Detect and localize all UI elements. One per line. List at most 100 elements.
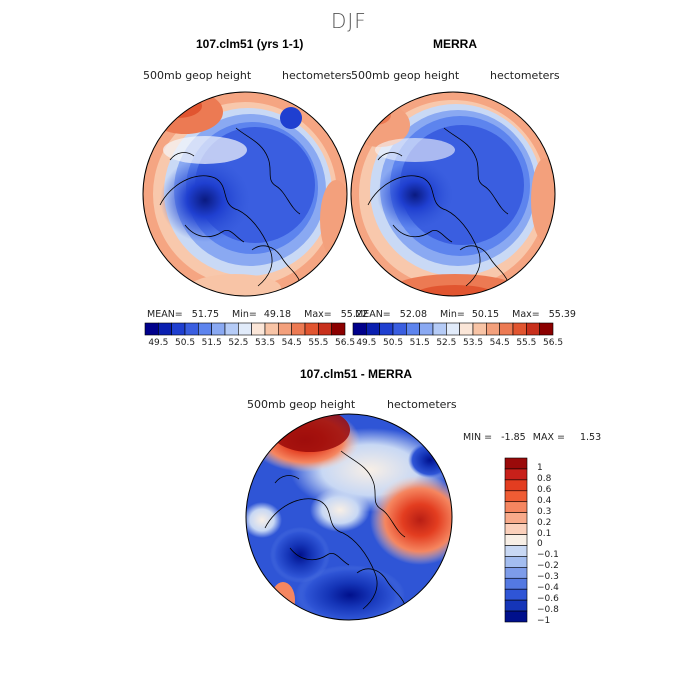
- top-left-variable-label: 500mb geop height: [143, 69, 252, 82]
- top-right-colorbar: [352, 322, 554, 336]
- colorbar-tick-label: 0: [537, 539, 543, 550]
- colorbar-tick-label: −0.2: [537, 561, 559, 572]
- top-left-max-value: 55.22: [340, 309, 368, 320]
- difference-colorbar: [504, 457, 528, 623]
- top-left-max-label: Max=: [304, 309, 332, 320]
- colorbar-swatch: [198, 322, 212, 336]
- colorbar-tick-label: 55.5: [516, 338, 537, 348]
- colorbar-swatch: [504, 588, 528, 601]
- colorbar-swatch: [504, 599, 528, 612]
- colorbar-tick-label: 1: [537, 462, 543, 473]
- colorbar-tick-label: 0.4: [537, 495, 552, 506]
- colorbar-swatch: [352, 322, 367, 336]
- top-left-min-label: Min=: [232, 309, 257, 320]
- colorbar-swatch: [486, 322, 500, 336]
- colorbar-swatch: [472, 322, 487, 336]
- colorbar-swatch: [459, 322, 474, 336]
- bottom-stats: MIN = -1.85 MAX = 1.53: [463, 432, 601, 443]
- colorbar-tick-label: 0.2: [537, 517, 552, 528]
- bottom-min-value: -1.85: [501, 432, 526, 443]
- colorbar-swatch: [512, 322, 527, 336]
- bottom-variable-label: 500mb geop height: [247, 398, 356, 411]
- top-right-map: [351, 92, 555, 296]
- colorbar-tick-label: 54.5: [489, 338, 510, 348]
- colorbar-tick-label: 55.5: [308, 338, 329, 348]
- top-left-min-value: 49.18: [263, 309, 292, 320]
- colorbar-tick-label: 51.5: [409, 338, 430, 348]
- top-right-units-label: hectometers: [490, 69, 560, 82]
- colorbar-tick-label: 0.1: [537, 528, 552, 539]
- colorbar-swatch: [504, 577, 528, 590]
- colorbar-swatch: [504, 479, 528, 492]
- top-right-stats: MEAN= 52.08 Min= 50.15 Max= 55.39: [355, 309, 576, 320]
- top-right-mean-label: MEAN=: [355, 309, 391, 320]
- colorbar-swatch: [539, 322, 554, 336]
- colorbar-swatch: [211, 322, 226, 336]
- colorbar-swatch: [504, 556, 528, 568]
- colorbar-tick-label: −0.8: [537, 605, 559, 616]
- bottom-panel-title: 107.clm51 - MERRA: [300, 367, 413, 381]
- bottom-max-value: 1.53: [579, 432, 602, 443]
- colorbar-swatch: [432, 322, 447, 336]
- colorbar-tick-label: 54.5: [281, 338, 302, 348]
- top-right-variable-label: 500mb geop height: [351, 69, 460, 82]
- difference-map-border: [245, 413, 453, 621]
- coastlines: [159, 127, 509, 610]
- colorbar-swatch: [446, 322, 460, 336]
- colorbar-swatch: [238, 322, 252, 336]
- colorbar-tick-label: 0.3: [537, 506, 552, 517]
- colorbar-swatch: [304, 322, 319, 336]
- colorbar-swatch: [504, 523, 528, 535]
- colorbar-tick-label: 53.5: [463, 338, 484, 348]
- colorbar-swatch: [504, 490, 528, 503]
- bottom-units-label: hectometers: [387, 398, 457, 411]
- top-left-mean-value: 51.75: [191, 309, 219, 320]
- colorbar-tick-label: 53.5: [255, 338, 276, 348]
- colorbar-swatch: [224, 322, 239, 336]
- top-left-stats: MEAN= 51.75 Min= 49.18 Max= 55.22: [147, 309, 368, 320]
- colorbar-swatch: [504, 545, 528, 557]
- colorbar-swatch: [251, 322, 266, 336]
- top-left-units-label: hectometers: [282, 69, 352, 82]
- colorbar-swatch: [504, 501, 528, 513]
- top-right-max-value: 55.39: [548, 309, 576, 320]
- colorbar-tick-label: 49.5: [356, 338, 377, 348]
- colorbar-swatch: [504, 512, 528, 524]
- colorbar-tick-label: 51.5: [201, 338, 222, 348]
- top-right-min-label: Min=: [440, 309, 465, 320]
- colorbar-tick-label: 50.5: [383, 338, 404, 348]
- colorbar-tick-label: −0.3: [537, 572, 559, 583]
- difference-map: [246, 414, 452, 620]
- colorbar-swatch: [504, 457, 528, 470]
- colorbar-tick-label: 0.6: [537, 484, 552, 495]
- bottom-min-label: MIN =: [463, 432, 493, 443]
- top-right-max-label: Max=: [512, 309, 540, 320]
- bottom-max-label: MAX =: [532, 432, 565, 443]
- colorbar-tick-label: −1: [537, 616, 551, 626]
- colorbar-swatch: [526, 322, 540, 336]
- top-left-panel-title: 107.clm51 (yrs 1-1): [196, 37, 304, 51]
- top-right-map-border: [350, 91, 556, 297]
- season-title: DJF: [331, 9, 367, 33]
- colorbar-swatch: [499, 322, 514, 336]
- colorbar-swatch: [144, 322, 159, 336]
- top-left-map-border: [142, 91, 348, 297]
- colorbar-tick-label: 52.5: [436, 338, 457, 348]
- colorbar-swatch: [504, 610, 528, 623]
- colorbar-tick-label: 56.5: [543, 338, 564, 348]
- colorbar-swatch: [366, 322, 380, 336]
- colorbar-tick-label: −0.6: [537, 594, 559, 605]
- colorbar-swatch: [184, 322, 199, 336]
- colorbar-swatch: [291, 322, 306, 336]
- top-right-mean-value: 52.08: [399, 309, 427, 320]
- top-left-mean-label: MEAN=: [147, 309, 183, 320]
- colorbar-swatch: [406, 322, 420, 336]
- colorbar-swatch: [392, 322, 407, 336]
- colorbar-swatch: [504, 567, 528, 579]
- colorbar-tick-label: −0.4: [537, 583, 559, 594]
- top-left-colorbar: [144, 322, 346, 336]
- colorbar-swatch: [158, 322, 172, 336]
- colorbar-swatch: [504, 534, 528, 546]
- top-right-panel-title: MERRA: [433, 37, 477, 51]
